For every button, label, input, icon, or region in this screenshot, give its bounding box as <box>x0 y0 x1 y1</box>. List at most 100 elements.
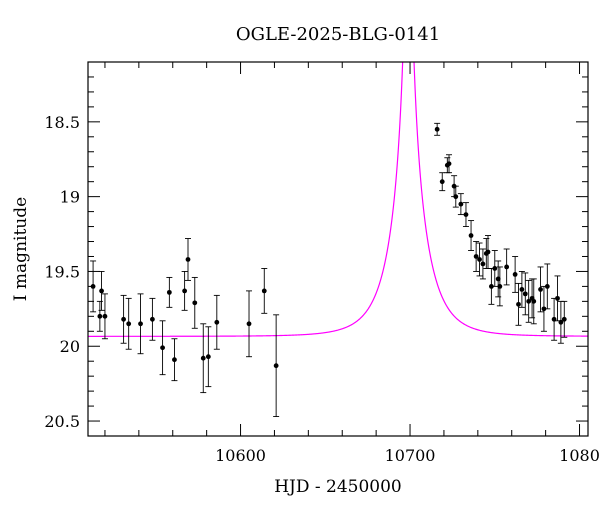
data-marker <box>516 301 521 307</box>
data-marker <box>468 233 474 238</box>
x-tick-label: 1080 <box>559 446 600 465</box>
data-point <box>246 290 253 358</box>
data-marker <box>90 284 96 289</box>
data-marker <box>160 345 165 351</box>
data-marker <box>172 357 177 363</box>
data-marker <box>192 300 198 306</box>
data-marker <box>126 321 132 327</box>
data-marker <box>99 288 104 294</box>
data-point <box>185 238 191 281</box>
data-point <box>181 270 188 311</box>
data-marker <box>439 179 445 185</box>
data-point <box>439 172 446 192</box>
data-points-layer <box>90 122 568 418</box>
data-point <box>530 278 537 325</box>
data-marker <box>121 316 126 322</box>
data-point <box>476 242 483 277</box>
data-marker <box>200 355 206 361</box>
data-point <box>434 122 441 136</box>
data-point <box>537 266 544 313</box>
data-point <box>522 272 529 316</box>
data-marker <box>182 288 188 294</box>
plot-frame <box>87 61 589 437</box>
data-point <box>473 241 480 272</box>
data-point <box>468 220 475 251</box>
data-marker <box>214 319 220 325</box>
data-point <box>90 260 97 313</box>
data-point <box>452 185 459 208</box>
data-marker <box>512 272 518 277</box>
y-tick-label: 19.5 <box>44 262 80 281</box>
data-marker <box>519 286 525 292</box>
data-marker <box>522 291 528 297</box>
axis-ticks <box>88 61 588 437</box>
data-point <box>200 323 207 394</box>
data-point <box>525 279 532 323</box>
tick-labels: 10600 10700 1080 18.5 19 19.5 20 20.5 <box>44 113 600 465</box>
data-point <box>485 235 491 269</box>
data-point <box>261 267 268 314</box>
data-marker <box>488 284 494 289</box>
data-point <box>137 293 144 355</box>
data-point <box>166 276 173 308</box>
y-tick-label: 19 <box>60 188 80 207</box>
data-point <box>120 294 127 344</box>
model-curve <box>88 62 588 337</box>
data-marker <box>166 289 172 295</box>
data-marker <box>446 161 452 167</box>
data-marker <box>150 316 155 322</box>
chart-title: OGLE-2025-BLG-0141 <box>236 24 440 45</box>
data-marker <box>485 249 491 255</box>
data-marker <box>458 201 464 207</box>
data-point <box>518 270 525 308</box>
data-point <box>205 326 212 388</box>
data-marker <box>561 316 567 322</box>
data-point <box>554 275 561 322</box>
data-marker <box>463 212 469 217</box>
y-axis-label: I magnitude <box>11 197 31 301</box>
data-marker <box>492 266 498 271</box>
data-point <box>540 285 547 332</box>
y-tick-label: 20.5 <box>44 412 80 431</box>
data-marker <box>541 306 547 312</box>
x-tick-label: 10600 <box>215 446 266 465</box>
data-marker <box>538 286 543 292</box>
data-marker <box>497 284 503 289</box>
data-point <box>479 248 486 280</box>
data-point <box>191 276 198 329</box>
data-point <box>488 267 495 305</box>
data-marker <box>205 354 211 360</box>
data-marker <box>504 264 510 270</box>
y-tick-label: 20 <box>60 337 80 356</box>
data-point <box>446 154 453 174</box>
data-point <box>98 270 105 311</box>
data-marker <box>555 295 560 301</box>
data-marker <box>453 194 459 200</box>
data-marker <box>473 254 479 259</box>
model-curve-layer <box>88 62 588 337</box>
data-point <box>213 294 220 350</box>
data-marker <box>558 319 564 325</box>
data-marker <box>480 261 486 267</box>
data-point <box>544 263 551 310</box>
data-point <box>149 297 156 341</box>
data-point <box>171 338 178 382</box>
data-marker <box>138 321 143 327</box>
x-axis-label: HJD - 2450000 <box>274 477 402 497</box>
y-tick-label: 18.5 <box>44 113 80 132</box>
data-point <box>462 202 469 228</box>
data-marker <box>185 257 191 262</box>
data-marker <box>477 257 482 262</box>
x-tick-label: 10700 <box>385 446 436 465</box>
data-marker <box>102 313 108 319</box>
data-point <box>515 282 522 326</box>
data-point <box>491 250 498 287</box>
data-point <box>101 293 108 340</box>
data-marker <box>544 284 550 289</box>
data-marker <box>434 126 440 132</box>
data-point <box>125 297 132 350</box>
data-point <box>551 297 558 341</box>
data-point <box>561 300 568 338</box>
data-marker <box>495 276 501 282</box>
